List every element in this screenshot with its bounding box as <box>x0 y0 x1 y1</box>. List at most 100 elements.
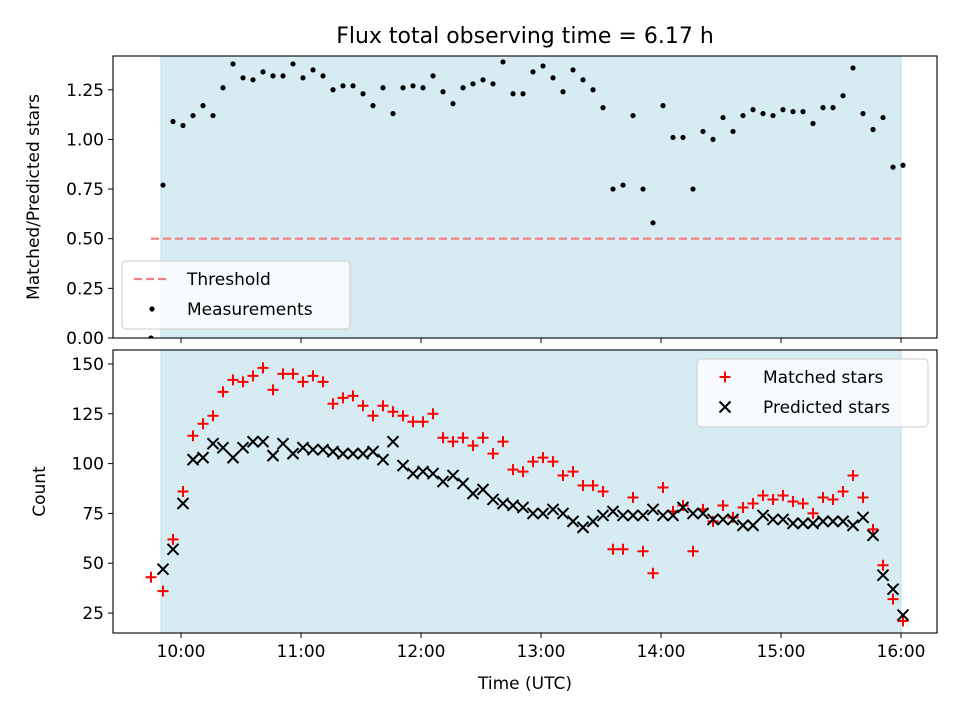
predicted-star-point <box>726 513 740 526</box>
measurement-point <box>650 220 656 226</box>
predicted-star-point <box>216 441 230 454</box>
matched-star-point <box>817 491 829 503</box>
predicted-star-point <box>846 519 860 532</box>
y-axis-label: Count <box>30 466 50 517</box>
predicted-star-point <box>206 437 220 450</box>
measurement-point <box>840 93 846 99</box>
measurement-point <box>220 85 226 91</box>
predicted-star-point <box>566 515 580 528</box>
predicted-star-point <box>876 568 890 582</box>
measurement-point <box>370 103 376 109</box>
matched-star-point <box>267 384 279 396</box>
measurement-point <box>790 109 796 115</box>
measurement-point <box>580 77 586 83</box>
legend: Threshold Measurements <box>121 260 351 330</box>
predicted-star-point <box>826 515 840 528</box>
measurement-point <box>300 75 306 81</box>
predicted-star-point <box>506 499 520 512</box>
predicted-star-point <box>446 469 460 482</box>
matched-star-point <box>287 368 299 380</box>
matched-star-point <box>217 386 229 398</box>
measurement-point <box>330 87 336 93</box>
predicted-star-point <box>516 501 530 514</box>
measurement-point <box>550 75 556 81</box>
predicted-star-point <box>856 511 870 524</box>
predicted-star-point <box>746 519 760 532</box>
legend-predicted-swatch <box>718 400 732 414</box>
matched-star-point <box>857 491 869 503</box>
matched-star-point <box>847 470 859 482</box>
matched-star-point <box>617 543 629 555</box>
measurement-point <box>170 118 176 125</box>
measurement-point <box>350 83 356 89</box>
measurement-point <box>860 110 866 117</box>
predicted-star-point <box>636 509 650 522</box>
measurement-point <box>360 91 366 97</box>
measurement-point <box>850 65 856 71</box>
matched-star-point <box>237 376 249 388</box>
predicted-star-point <box>496 497 510 510</box>
matched-star-point <box>377 400 389 412</box>
predicted-star-point <box>296 441 310 454</box>
predicted-star-point <box>486 493 500 506</box>
matched-star-point <box>737 501 749 513</box>
predicted-star-point <box>736 519 750 532</box>
matched-star-point <box>347 390 359 402</box>
predicted-star-point <box>656 509 670 522</box>
measurement-point <box>270 73 276 79</box>
predicted-star-point <box>836 515 850 528</box>
matched-star-point <box>487 448 499 460</box>
matched-star-point <box>647 567 659 579</box>
measurement-point <box>480 77 486 83</box>
predicted-star-point <box>796 517 810 530</box>
matched-star-point <box>807 507 819 519</box>
measurement-point <box>390 110 396 117</box>
matched-star-point <box>307 370 319 382</box>
matched-star-point <box>827 493 839 505</box>
y-tick-label: 125 <box>72 405 104 425</box>
measurement-point <box>530 69 536 75</box>
measurement-point <box>190 112 196 119</box>
measurement-point <box>280 73 286 79</box>
measurement-point <box>780 107 786 113</box>
measurement-point <box>700 128 706 135</box>
measurement-point <box>160 182 166 188</box>
measurement-point <box>310 67 316 73</box>
legend-measurement-swatch <box>149 306 155 312</box>
y-tick-label: 50 <box>82 554 104 574</box>
predicted-star-point <box>556 507 570 520</box>
matched-star-point <box>867 523 879 535</box>
predicted-star-point <box>336 447 350 460</box>
measurement-point <box>200 103 206 109</box>
predicted-star-point <box>306 443 320 456</box>
matched-star-point <box>727 511 739 523</box>
measurement-point <box>320 73 326 79</box>
measurement-point <box>420 85 426 91</box>
matched-star-point <box>587 480 599 492</box>
predicted-star-point <box>626 509 640 522</box>
measurement-point <box>260 69 266 75</box>
matched-star-point <box>547 456 559 468</box>
predicted-star-point <box>776 513 790 526</box>
measurement-point <box>820 105 826 111</box>
matched-star-point <box>477 432 489 444</box>
matched-star-point <box>257 362 269 374</box>
y-tick-label: 1.25 <box>66 81 104 101</box>
matched-star-point <box>145 571 157 583</box>
measurement-point <box>210 112 216 119</box>
matched-star-point <box>537 452 549 464</box>
predicted-star-point <box>226 451 240 464</box>
predicted-star-point <box>276 437 290 450</box>
matched-star-point <box>687 545 699 557</box>
matched-star-point <box>497 436 509 448</box>
predicted-star-point <box>586 515 600 528</box>
x-tick-label: 14:00 <box>637 642 686 662</box>
predicted-star-point <box>256 435 270 448</box>
matched-star-point <box>887 593 899 605</box>
predicted-star-point <box>596 509 610 522</box>
matched-star-point <box>517 466 529 478</box>
y-axis-label: Matched/Predicted stars <box>24 94 44 300</box>
matched-star-point <box>297 376 309 388</box>
matched-star-point <box>597 486 609 497</box>
measurement-point <box>400 85 406 91</box>
